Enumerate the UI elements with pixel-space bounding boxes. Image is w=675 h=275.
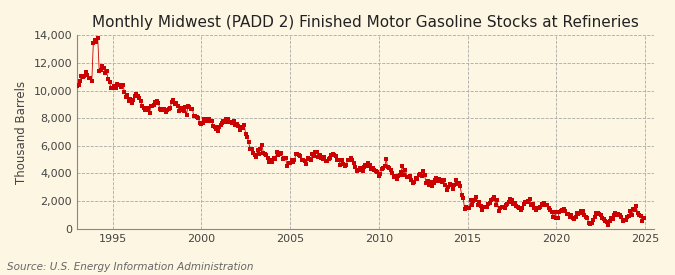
Text: Source: U.S. Energy Information Administration: Source: U.S. Energy Information Administ… bbox=[7, 262, 253, 272]
Y-axis label: Thousand Barrels: Thousand Barrels bbox=[15, 80, 28, 183]
Title: Monthly Midwest (PADD 2) Finished Motor Gasoline Stocks at Refineries: Monthly Midwest (PADD 2) Finished Motor … bbox=[92, 15, 639, 30]
